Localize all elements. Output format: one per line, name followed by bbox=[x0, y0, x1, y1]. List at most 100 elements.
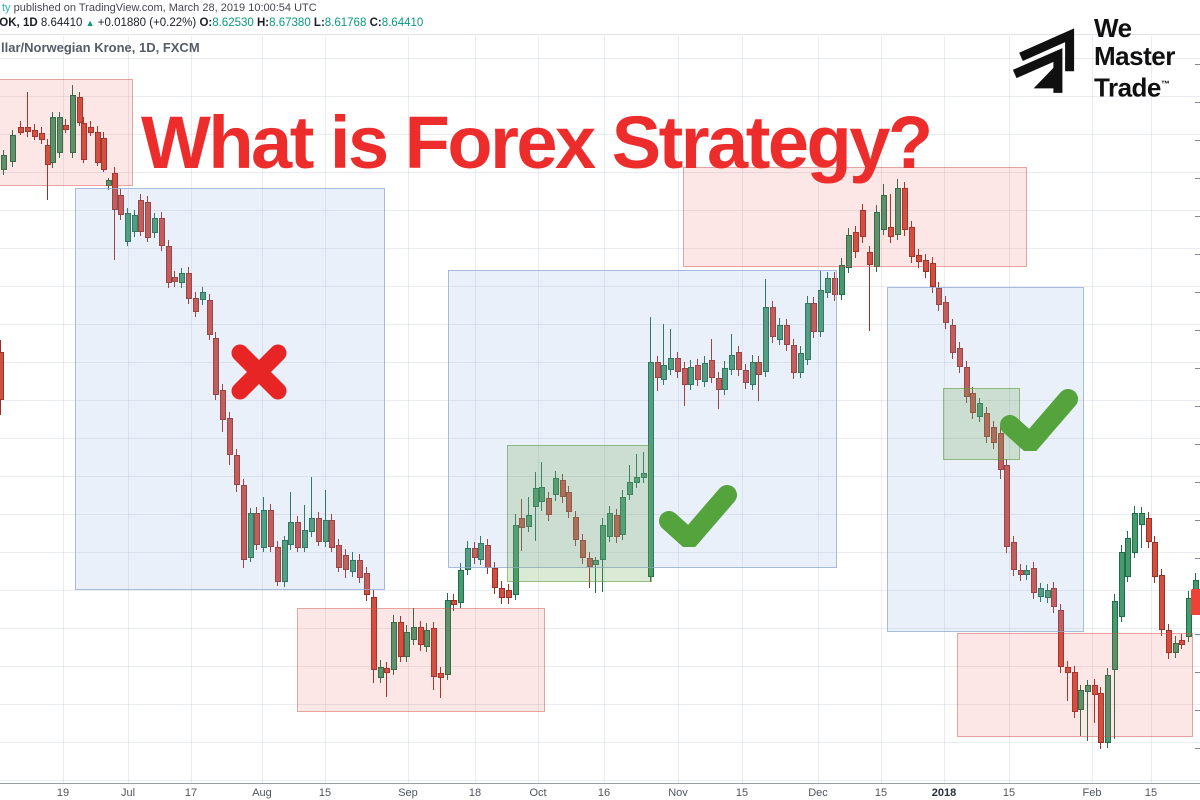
candle-body bbox=[111, 173, 118, 210]
candle-body bbox=[94, 132, 101, 163]
candle-body bbox=[908, 227, 915, 257]
candle-body bbox=[1003, 465, 1010, 547]
candle-body bbox=[647, 362, 654, 577]
candle-body bbox=[1077, 690, 1084, 710]
candle-body bbox=[633, 477, 640, 483]
candle-body bbox=[287, 522, 294, 545]
candle-body bbox=[450, 600, 457, 605]
ticker-last-price: 8.64410 bbox=[40, 17, 83, 29]
candle-body bbox=[491, 568, 498, 588]
candle-body bbox=[824, 278, 831, 293]
candle-body bbox=[390, 622, 397, 670]
candle-body bbox=[105, 180, 112, 186]
logo-line-2: Master bbox=[1094, 41, 1175, 71]
red-zone bbox=[957, 633, 1193, 737]
candle-body bbox=[363, 573, 370, 595]
green-zone bbox=[507, 445, 652, 582]
candle-wick bbox=[1141, 507, 1142, 548]
candle-body bbox=[1178, 640, 1185, 645]
candle-body bbox=[715, 378, 722, 390]
candle-body bbox=[56, 117, 63, 153]
red-zone bbox=[0, 79, 133, 186]
candle-body bbox=[1017, 570, 1024, 575]
candle-body bbox=[708, 360, 715, 378]
candle-body bbox=[206, 300, 213, 335]
horizontal-gridline bbox=[0, 210, 1200, 211]
candle-body bbox=[308, 518, 315, 532]
candle-body bbox=[151, 218, 158, 233]
candle-body bbox=[457, 570, 464, 603]
horizontal-gridline bbox=[0, 248, 1200, 249]
ticker-symbol: NOK, 1D bbox=[0, 17, 38, 29]
candle-wick bbox=[1094, 679, 1095, 723]
candle-body bbox=[1104, 675, 1111, 743]
candle-body bbox=[687, 367, 694, 385]
candle-body bbox=[694, 365, 701, 380]
candle-body bbox=[124, 213, 131, 242]
x-axis-label: 19 bbox=[56, 787, 70, 799]
ticker-line: NOK, 1D 8.64410 ▲ +0.01880 (+0.22%) O:8.… bbox=[0, 17, 423, 29]
horizontal-gridline bbox=[0, 324, 1200, 325]
price-scale-tick bbox=[1195, 330, 1200, 331]
red-zone bbox=[683, 167, 1027, 267]
candle-body bbox=[640, 473, 647, 478]
candle-body bbox=[674, 358, 681, 372]
candle-wick bbox=[386, 662, 387, 697]
candle-body bbox=[100, 138, 107, 170]
horizontal-gridline bbox=[0, 134, 1200, 135]
candle-wick bbox=[1080, 685, 1081, 736]
candle-body bbox=[606, 513, 613, 537]
candle-body bbox=[935, 288, 942, 305]
attribution-user-link[interactable]: ty bbox=[2, 2, 11, 14]
candle-body bbox=[131, 215, 138, 232]
candle-body bbox=[322, 520, 329, 542]
candle-body bbox=[887, 227, 894, 237]
candle-wick bbox=[114, 167, 115, 260]
candle-body bbox=[804, 303, 811, 360]
candle-body bbox=[810, 303, 817, 332]
candle-body bbox=[969, 393, 976, 413]
candle-wick bbox=[27, 92, 28, 137]
candle-body bbox=[0, 155, 7, 170]
x-axis-line bbox=[0, 783, 1200, 784]
x-axis-label: 15 bbox=[318, 787, 332, 799]
vertical-gridline bbox=[678, 36, 679, 783]
price-scale-tick bbox=[1195, 178, 1200, 179]
candle-wick bbox=[643, 452, 644, 483]
price-scale-tick bbox=[1195, 64, 1200, 65]
candle-body bbox=[1145, 518, 1152, 542]
x-axis-label: Oct bbox=[529, 787, 547, 799]
candle-body bbox=[654, 362, 661, 378]
header-divider bbox=[0, 34, 1200, 35]
candle-body bbox=[749, 362, 756, 385]
candle-body bbox=[667, 358, 674, 370]
attribution-line: ty published on TradingView.com, March 2… bbox=[2, 2, 317, 14]
candle-body bbox=[512, 525, 519, 595]
candle-body bbox=[660, 365, 667, 380]
x-axis-label: Nov bbox=[668, 787, 688, 799]
candle-body bbox=[370, 597, 377, 670]
candle-body bbox=[294, 522, 301, 548]
candle-wick bbox=[47, 139, 48, 200]
candle-body bbox=[423, 630, 430, 647]
candle-body bbox=[1165, 630, 1172, 653]
vertical-gridline bbox=[881, 36, 882, 783]
candle-body bbox=[158, 218, 165, 246]
candle-body bbox=[1044, 590, 1051, 598]
candle-body bbox=[0, 352, 4, 400]
candle-body bbox=[599, 525, 606, 560]
candle-body bbox=[274, 547, 281, 582]
candle-body bbox=[742, 370, 749, 383]
candle-body bbox=[559, 480, 566, 497]
candle-body bbox=[87, 127, 94, 133]
candle-body bbox=[9, 135, 16, 162]
candle-body bbox=[1091, 685, 1098, 695]
candle-body bbox=[410, 627, 417, 640]
x-axis-label: Aug bbox=[252, 787, 272, 799]
price-scale-tick bbox=[1195, 216, 1200, 217]
candle-body bbox=[505, 590, 512, 598]
candle-wick bbox=[304, 505, 305, 552]
